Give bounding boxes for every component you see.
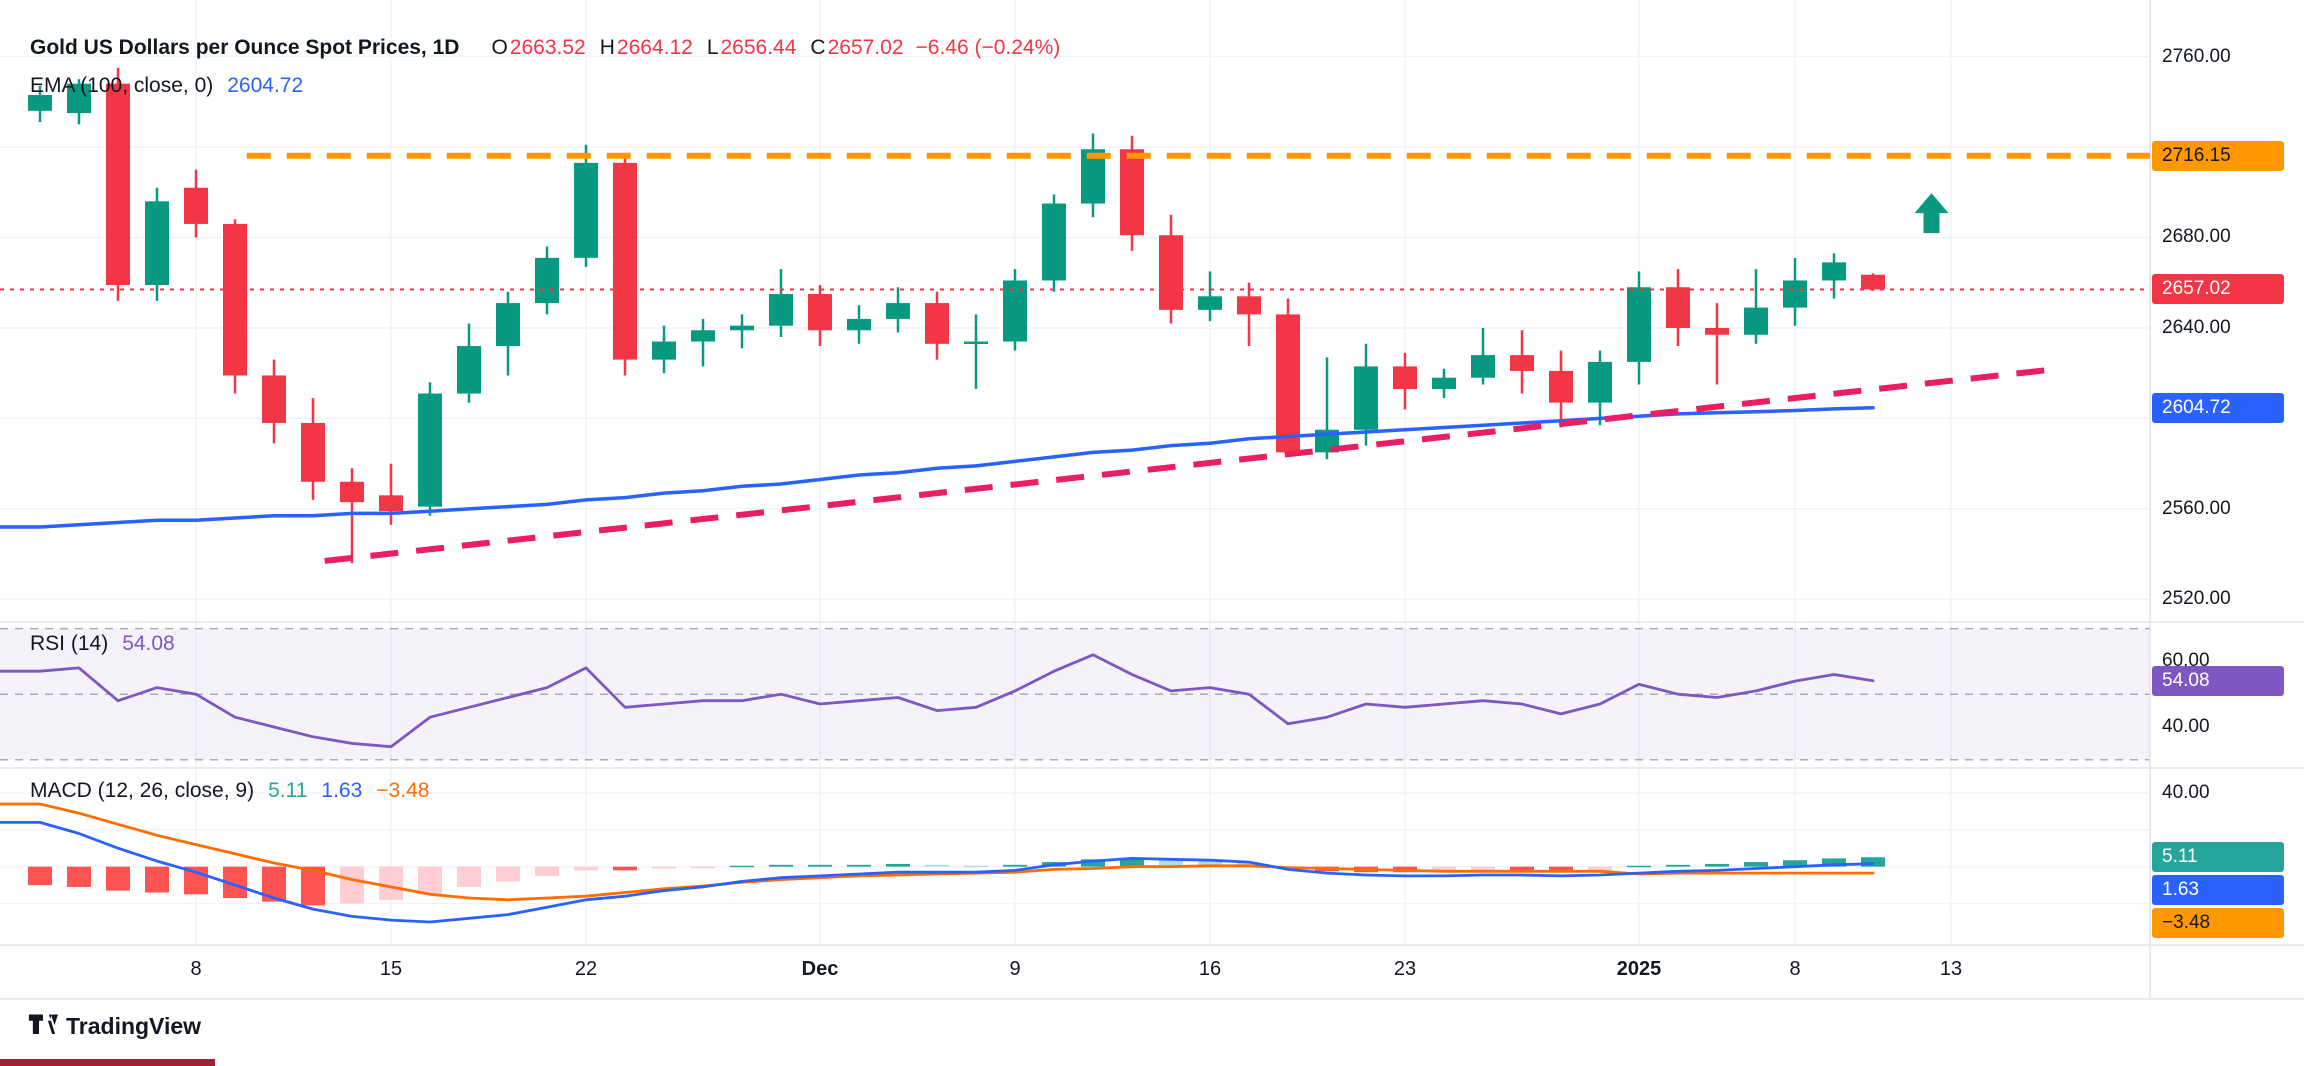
price-axis-label: 2680.00 (2162, 226, 2231, 248)
time-axis[interactable]: 8 15 22 Dec 9 16 23 2025 8 13 (0, 946, 2304, 999)
time-axis-label: 8 (1789, 958, 1801, 980)
time-axis-label: 13 (1939, 958, 1963, 980)
macd-legend: MACD (12, 26, close, 9) 5.11 1.63 −3.48 (30, 779, 429, 803)
price-axis-label: 2560.00 (2162, 497, 2231, 519)
price-axis-label: 2520.00 (2162, 588, 2231, 610)
ohlc-close-value: 2657.02 (827, 36, 904, 59)
resistance-badge: 2716.15 (2152, 140, 2284, 171)
macd-signal-badge: −3.48 (2152, 908, 2284, 939)
price-axis-label: 2640.00 (2162, 316, 2231, 338)
symbol-legend: Gold US Dollars per Ounce Spot Prices, 1… (30, 36, 1060, 60)
ohlc-high-key: H (599, 36, 615, 59)
ohlc-change: −6.46 (−0.24%) (915, 36, 1061, 59)
price-axis-label: 2760.00 (2162, 45, 2231, 67)
brand-name: TradingView (66, 1012, 202, 1039)
macd-hist-badge: 5.11 (2152, 842, 2284, 873)
ema-value: 2604.72 (227, 74, 304, 97)
macd-hist-value: 5.11 (268, 779, 308, 802)
symbol-title[interactable]: Gold US Dollars per Ounce Spot Prices, 1… (30, 36, 460, 59)
time-axis-label: 2025 (1616, 958, 1662, 980)
ema-value-badge: 2604.72 (2152, 392, 2284, 423)
ohlc-high-value: 2664.12 (616, 36, 693, 59)
time-axis-label: 8 (190, 958, 202, 980)
macd-axis-label: 40.00 (2162, 781, 2210, 803)
rsi-axis-label: 40.00 (2162, 715, 2210, 737)
time-axis-label: 23 (1393, 958, 1417, 980)
rsi-value: 54.08 (122, 632, 175, 655)
rsi-label[interactable]: RSI (14) (30, 632, 109, 655)
macd-line-badge: 1.63 (2152, 875, 2284, 906)
time-axis-label: Dec (801, 958, 839, 980)
ema-label[interactable]: EMA (100, close, 0) (30, 74, 214, 97)
ohlc-open-key: O (491, 36, 508, 59)
macd-label[interactable]: MACD (12, 26, close, 9) (30, 779, 255, 802)
rsi-value-badge: 54.08 (2152, 665, 2284, 696)
ohlc-low-key: L (706, 36, 719, 59)
screen-edge-artifact (0, 1059, 215, 1066)
time-axis-label: 9 (1009, 958, 1021, 980)
ema-legend: EMA (100, close, 0) 2604.72 (30, 74, 303, 98)
time-axis-label: 16 (1198, 958, 1222, 980)
time-axis-label: 15 (379, 958, 403, 980)
footer-brand[interactable]: TradingView (28, 1012, 201, 1040)
time-axis-label: 22 (574, 958, 598, 980)
ohlc-close-key: C (810, 36, 826, 59)
ohlc-open-value: 2663.52 (509, 36, 586, 59)
ohlc-low-value: 2656.44 (720, 36, 797, 59)
macd-line-value: 1.63 (321, 779, 363, 802)
last-price-badge: 2657.02 (2152, 274, 2284, 305)
tradingview-logo-icon (28, 1014, 58, 1034)
macd-signal-value: −3.48 (376, 779, 430, 802)
rsi-legend: RSI (14) 54.08 (30, 632, 175, 656)
